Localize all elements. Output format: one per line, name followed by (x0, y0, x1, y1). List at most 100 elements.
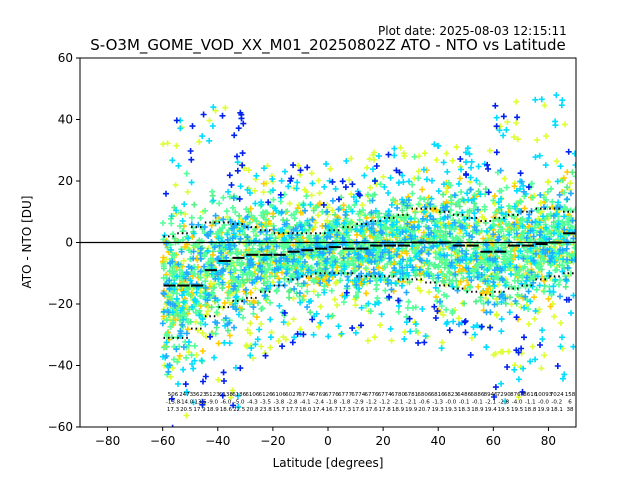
bin-annotation-text: 17.3 (339, 407, 352, 413)
bin-annotation-text: 38 (567, 407, 574, 413)
bin-annotation-text: -2.4 (313, 400, 324, 406)
bin-annotation-text: 19.5 (511, 407, 524, 413)
bin-annotation-text: -2.1 (393, 400, 404, 406)
bin-annotation-text: -2.8 (287, 400, 298, 406)
y-tick-label: 0 (65, 236, 73, 250)
bin-annotation-text: 8616 (523, 392, 537, 398)
bin-annotation-text: -0.1 (472, 400, 483, 406)
bin-annotation-text: 8760 (510, 392, 524, 398)
bin-annotation-text: -14.0 (179, 400, 194, 406)
bin-annotation-text: 18.9 (207, 407, 220, 413)
bin-annotation-text: 2473 (179, 392, 193, 398)
x-tick-label: −80 (95, 434, 120, 448)
bin-annotation-text: -5.0 (234, 400, 245, 406)
bin-annotation-text: 5123 (206, 392, 220, 398)
bin-annotation-text: -6.0 (221, 400, 232, 406)
bin-annotation-text: 6126 (259, 392, 273, 398)
bin-annotation-text: -1.1 (525, 400, 536, 406)
bin-annotation-text: -0.6 (419, 400, 430, 406)
bin-annotation-text: -13.8 (166, 400, 181, 406)
bin-annotation-text: -0.1 (459, 400, 470, 406)
bin-annotation-text: 18.6 (220, 407, 233, 413)
bin-annotations: 506-13.817.32473-14.020.53623-13.517.951… (166, 392, 576, 413)
bin-annotation-text: 6776 (365, 392, 379, 398)
bin-annotation-text: 19.3 (445, 407, 458, 413)
y-tick-label: −20 (48, 297, 73, 311)
bin-annotation-text: 6886 (470, 392, 484, 398)
bin-annotation-text: 6769 (312, 392, 326, 398)
bin-annotation-text: 6781 (404, 392, 418, 398)
bin-annotation-text: 3623 (193, 392, 207, 398)
bin-annotation-text: -2.1 (485, 400, 496, 406)
bin-annotation-text: 20.5 (180, 407, 193, 413)
axes: −80 −60 −40 −20 0 20 40 60 80 −60 −40 −20 0 20 40 60 (48, 51, 556, 448)
bin-annotation-text: 7290 (497, 392, 511, 398)
bin-annotation-text: 6027 (285, 392, 299, 398)
plot-date: Plot date: 2025-08-03 12:15:11 (378, 24, 567, 38)
bin-annotation-text: -2.1 (406, 400, 417, 406)
bin-annotation-text: -9.0 (207, 400, 218, 406)
bin-annotation-text: -1.3 (432, 400, 443, 406)
bin-annotation-text: 23.8 (259, 407, 272, 413)
bin-annotation-text: 17.9 (193, 407, 206, 413)
bin-annotation-text: 8946 (484, 392, 498, 398)
x-tick-label: −60 (150, 434, 175, 448)
bin-annotation-text: 19.9 (537, 407, 550, 413)
bin-annotation-text: 17.6 (352, 407, 365, 413)
x-tick-label: 80 (541, 434, 556, 448)
bin-annotation-text: -0.2 (551, 400, 562, 406)
bin-annotation-text: 18.3 (458, 407, 471, 413)
x-tick-label: −40 (205, 434, 230, 448)
bin-annotation-text: 6780 (391, 392, 405, 398)
bin-annotation-text: 6186 (232, 392, 246, 398)
bin-annotation-text: 20.7 (418, 407, 431, 413)
y-tick-label: 60 (58, 51, 73, 65)
y-tick-label: 20 (58, 174, 73, 188)
bin-annotation-text: 18.1 (551, 407, 563, 413)
scatter-points (159, 92, 576, 427)
bin-annotation-text: 506 (168, 392, 179, 398)
x-tick-label: 20 (375, 434, 390, 448)
scatter-series-path (160, 92, 576, 410)
bin-annotation-text: 15.7 (273, 407, 286, 413)
bin-annotation-text: 19.5 (498, 407, 511, 413)
bin-annotation-text: -1.8 (326, 400, 337, 406)
bin-annotation-text: -1.2 (379, 400, 390, 406)
bin-annotation-text: 7024 (550, 392, 564, 398)
bin-annotation-text: 6138 (219, 392, 233, 398)
bin-annotation-text: 6776 (325, 392, 339, 398)
bin-annotation-text: 6106 (245, 392, 259, 398)
bin-annotation-text: 17.4 (312, 407, 325, 413)
bin-annotation-text: 6774 (298, 392, 312, 398)
bin-annotation-text: 17.6 (365, 407, 378, 413)
bin-annotation-text: -4.3 (247, 400, 258, 406)
bin-annotation-text: 6823 (444, 392, 458, 398)
bin-annotation-text: 18.9 (471, 407, 484, 413)
x-tick-label: −20 (260, 434, 285, 448)
bin-annotation-text: 17.8 (379, 407, 392, 413)
x-axis-label: Latitude [degrees] (273, 456, 384, 470)
bin-annotation-text: -0.0 (446, 400, 457, 406)
bin-annotation-text: -3.5 (260, 400, 271, 406)
bin-annotation-text: 6486 (457, 392, 471, 398)
bin-annotation-text: 6816 (431, 392, 445, 398)
bin-annotation-text: 19.4 (484, 407, 497, 413)
bin-annotation-text: 19.3 (432, 407, 445, 413)
x-tick-label: 0 (324, 434, 332, 448)
bin-annotation-text: -1.2 (366, 400, 377, 406)
bin-annotation-text: 18.0 (299, 407, 312, 413)
bin-statistics (163, 207, 576, 339)
bin-annotation-text: 18.8 (524, 407, 537, 413)
scatter-series-path (163, 102, 572, 427)
bin-annotation-text: 19.9 (405, 407, 418, 413)
bin-annotation-text: 22.5 (233, 407, 246, 413)
y-tick-label: −40 (48, 359, 73, 373)
bin-annotation-text: 17.7 (286, 407, 299, 413)
bin-annotation-text: 17.3 (167, 407, 180, 413)
bin-annotation-text: 6777 (338, 392, 352, 398)
bin-annotation-text: -0.0 (538, 400, 549, 406)
bin-annotation-text: 6806 (417, 392, 431, 398)
bin-annotation-text: 10093 (535, 392, 553, 398)
bin-annotation-text: 6106 (272, 392, 286, 398)
